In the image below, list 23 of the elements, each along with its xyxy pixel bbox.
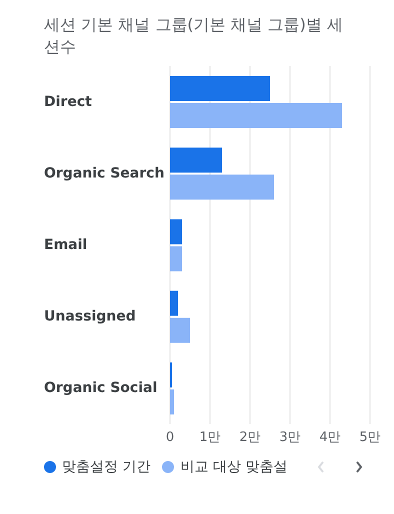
y-tick-label: Direct (44, 94, 92, 110)
y-tick-label: Organic Search (44, 165, 164, 182)
x-tick-label: 5만 (359, 430, 381, 446)
y-tick-label: Unassigned (44, 308, 136, 325)
chart-title: 세션 기본 채널 그룹(기본 채널 그룹)별 세션수 (43, 14, 344, 58)
legend-label: 비교 대상 맞춤설 (180, 458, 288, 476)
x-tick-label: 0 (166, 430, 174, 446)
x-tick-label: 1만 (199, 430, 221, 446)
bar (170, 318, 190, 343)
bar (170, 148, 222, 173)
bar (170, 290, 178, 316)
bar (170, 174, 274, 200)
x-tick-label: 4만 (319, 430, 341, 446)
bar (170, 103, 342, 128)
bar (170, 76, 270, 102)
legend-label: 맞춤설정 기간 (62, 458, 150, 476)
x-tick-label: 2만 (239, 430, 261, 446)
bar (170, 389, 174, 414)
y-tick-label: Email (44, 237, 88, 253)
bar (170, 246, 182, 272)
bar (170, 219, 182, 244)
y-tick-label: Organic Social (44, 380, 158, 396)
x-tick-label: 3만 (279, 430, 301, 446)
